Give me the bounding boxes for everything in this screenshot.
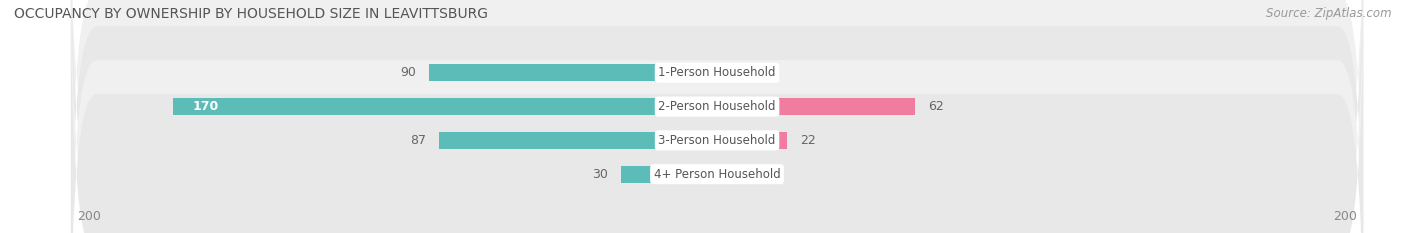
- Text: 90: 90: [401, 66, 416, 79]
- FancyBboxPatch shape: [70, 0, 1364, 233]
- Text: 200: 200: [1333, 210, 1357, 223]
- Bar: [717, 98, 915, 115]
- Bar: [439, 132, 717, 149]
- Text: 87: 87: [411, 134, 426, 147]
- Bar: [429, 64, 717, 81]
- Text: 9: 9: [759, 168, 766, 181]
- Text: 22: 22: [800, 134, 815, 147]
- Text: 200: 200: [77, 210, 101, 223]
- Bar: [621, 166, 717, 183]
- FancyBboxPatch shape: [70, 0, 1364, 233]
- Bar: [173, 98, 717, 115]
- Text: 30: 30: [592, 168, 609, 181]
- Text: 1-Person Household: 1-Person Household: [658, 66, 776, 79]
- Text: 170: 170: [193, 100, 219, 113]
- Text: 62: 62: [928, 100, 943, 113]
- Text: 0: 0: [730, 66, 738, 79]
- Text: OCCUPANCY BY OWNERSHIP BY HOUSEHOLD SIZE IN LEAVITTSBURG: OCCUPANCY BY OWNERSHIP BY HOUSEHOLD SIZE…: [14, 7, 488, 21]
- FancyBboxPatch shape: [70, 0, 1364, 233]
- Text: Source: ZipAtlas.com: Source: ZipAtlas.com: [1267, 7, 1392, 20]
- Text: 2-Person Household: 2-Person Household: [658, 100, 776, 113]
- Bar: [717, 132, 787, 149]
- FancyBboxPatch shape: [70, 0, 1364, 233]
- Text: 3-Person Household: 3-Person Household: [658, 134, 776, 147]
- Text: 4+ Person Household: 4+ Person Household: [654, 168, 780, 181]
- Bar: [717, 166, 745, 183]
